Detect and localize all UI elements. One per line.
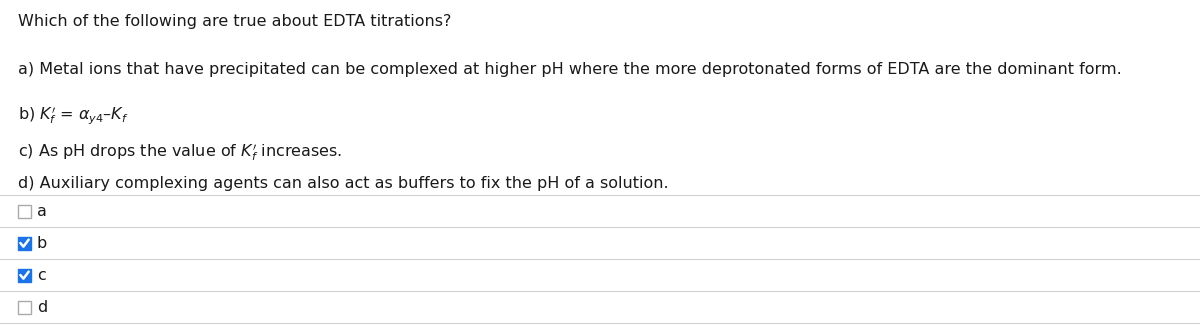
Text: c) As pH drops the value of $K_f^{\prime}$ increases.: c) As pH drops the value of $K_f^{\prime… <box>18 141 342 163</box>
Text: a) Metal ions that have precipitated can be complexed at higher pH where the mor: a) Metal ions that have precipitated can… <box>18 62 1122 77</box>
Text: b: b <box>37 235 47 251</box>
Text: b) $K_f^{\prime}$ = $\alpha_{y4}$–$K_f$: b) $K_f^{\prime}$ = $\alpha_{y4}$–$K_f$ <box>18 104 128 126</box>
Text: d: d <box>37 300 47 314</box>
Text: Which of the following are true about EDTA titrations?: Which of the following are true about ED… <box>18 14 451 29</box>
FancyBboxPatch shape <box>18 205 31 217</box>
Text: a: a <box>37 204 47 218</box>
FancyBboxPatch shape <box>18 301 31 313</box>
FancyBboxPatch shape <box>18 237 31 250</box>
FancyBboxPatch shape <box>18 268 31 281</box>
Text: c: c <box>37 267 46 282</box>
Text: d) Auxiliary complexing agents can also act as buffers to fix the pH of a soluti: d) Auxiliary complexing agents can also … <box>18 176 668 191</box>
